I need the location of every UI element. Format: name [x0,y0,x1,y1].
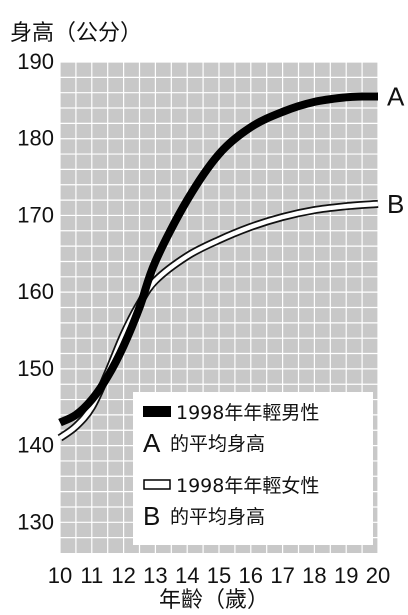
x-tick-label: 18 [302,563,326,588]
x-tick-label: 15 [207,563,231,588]
x-tick-label: 14 [175,563,199,588]
y-tick-label: 190 [17,49,54,74]
legend-entry-line2: 的平均身高 [170,506,265,528]
y-tick-label: 170 [17,202,54,227]
x-tick-label: 17 [270,563,294,588]
x-tick-label: 16 [239,563,263,588]
legend: 1998年年輕男性 A 的平均身高 1998年年輕女性 B 的平均身高 [133,392,373,545]
y-axis-title: 身高（公分） [10,21,142,46]
y-tick-labels: 190 180 170 160 150 140 130 [17,49,54,534]
series-a-line [58,92,379,427]
series-b-end-label: B [387,189,404,219]
legend-entry-line2: 的平均身高 [170,433,265,455]
y-tick-label: 160 [17,279,54,304]
legend-swatch-solid [143,406,171,417]
x-tick-label: 13 [143,563,167,588]
series-b-line [58,201,379,440]
x-tick-label: 19 [334,563,358,588]
x-tick-labels: 10 11 12 13 14 15 16 17 18 19 20 [48,563,390,588]
legend-entry-line1: 1998年年輕男性 [176,402,319,424]
legend-entry-letter: A [143,428,161,458]
y-tick-label: 130 [17,509,54,534]
series-layer [57,92,379,442]
x-tick-label: 20 [366,563,390,588]
y-tick-label: 150 [17,356,54,381]
x-tick-label: 12 [111,563,135,588]
legend-entry-line1: 1998年年輕女性 [176,475,319,497]
series-a-end-label: A [387,82,405,112]
x-tick-label: 10 [48,563,72,588]
x-axis-title: 年齡（歲） [159,588,269,613]
legend-box [133,392,373,545]
x-tick-label: 11 [80,563,103,588]
y-tick-label: 140 [17,433,54,458]
series-end-labels: AB [387,82,405,219]
legend-entry-letter: B [143,501,160,531]
y-tick-label: 180 [17,126,54,151]
legend-swatch-hollow [143,479,171,490]
